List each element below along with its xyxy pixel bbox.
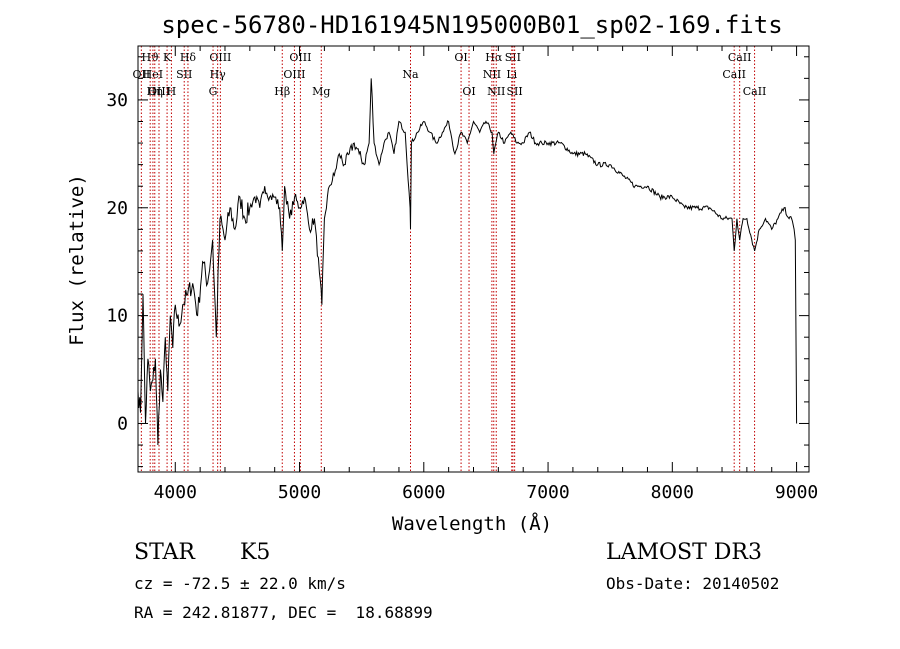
line-label-0: Hϑ (141, 51, 159, 64)
line-label-15: Mg (312, 85, 330, 98)
line-label-25: CaII (728, 51, 752, 64)
obs-date: Obs-Date: 20140502 (606, 574, 780, 593)
coordinates: RA = 242.81877, DEC = 18.68899 (134, 603, 433, 622)
redshift-info: cz = -72.5 ± 22.0 km/s (134, 574, 346, 593)
x-tick-label-5: 9000 (775, 482, 818, 503)
axes: 4000 5000 6000 7000 8000 9000 0 10 20 30 (106, 46, 818, 503)
x-tick-label-1: 5000 (278, 482, 321, 503)
line-label-10: Hγ (210, 68, 227, 81)
x-tick-label-2: 6000 (402, 482, 445, 503)
x-axis-label: Wavelength (Å) (392, 512, 552, 535)
chart-title: spec-56780-HD161945N195000B01_sp02-169.f… (161, 11, 782, 39)
line-label-26: CaII (722, 68, 746, 81)
line-label-11: G (209, 85, 218, 98)
line-label-16: Na (402, 68, 419, 81)
line-label-9: OIII (209, 51, 231, 64)
line-label-6: H (167, 85, 177, 98)
line-label-19: Hα (485, 51, 503, 64)
line-label-4: OIII (148, 85, 170, 98)
line-label-17: OI (454, 51, 467, 64)
spectrum-series (137, 78, 798, 446)
line-label-23: SII (507, 85, 523, 98)
line-label-5: K (163, 51, 172, 64)
line-label-22: SII (505, 51, 521, 64)
y-tick-label-3: 30 (106, 90, 128, 111)
line-label-14: OIII (283, 68, 305, 81)
line-label-1: OII (132, 68, 150, 81)
object-subclass: K5 (240, 540, 271, 565)
line-label-8: Hδ (180, 51, 197, 64)
line-label-13: OIII (289, 51, 311, 64)
x-tick-label-4: 8000 (651, 482, 694, 503)
y-axis-label: Flux (relative) (66, 174, 88, 346)
line-label-24: Li (506, 68, 517, 81)
line-label-7: SII (176, 68, 192, 81)
y-tick-label-1: 10 (106, 306, 128, 327)
x-tick-label-3: 7000 (526, 482, 569, 503)
spectrum-line-0 (137, 78, 798, 446)
line-label-12: Hβ (274, 85, 290, 98)
plot-frame (137, 45, 810, 473)
y-tick-label-0: 0 (117, 413, 128, 434)
line-label-2: HeI (143, 68, 163, 81)
line-label-27: CaII (743, 85, 767, 98)
line-label-20: NII (483, 68, 501, 81)
object-class: STAR (134, 540, 195, 565)
line-label-21: NII (487, 85, 505, 98)
x-tick-label-0: 4000 (154, 482, 197, 503)
survey-name: LAMOST DR3 (606, 540, 762, 565)
line-label-18: OI (462, 85, 475, 98)
y-tick-label-2: 20 (106, 198, 128, 219)
